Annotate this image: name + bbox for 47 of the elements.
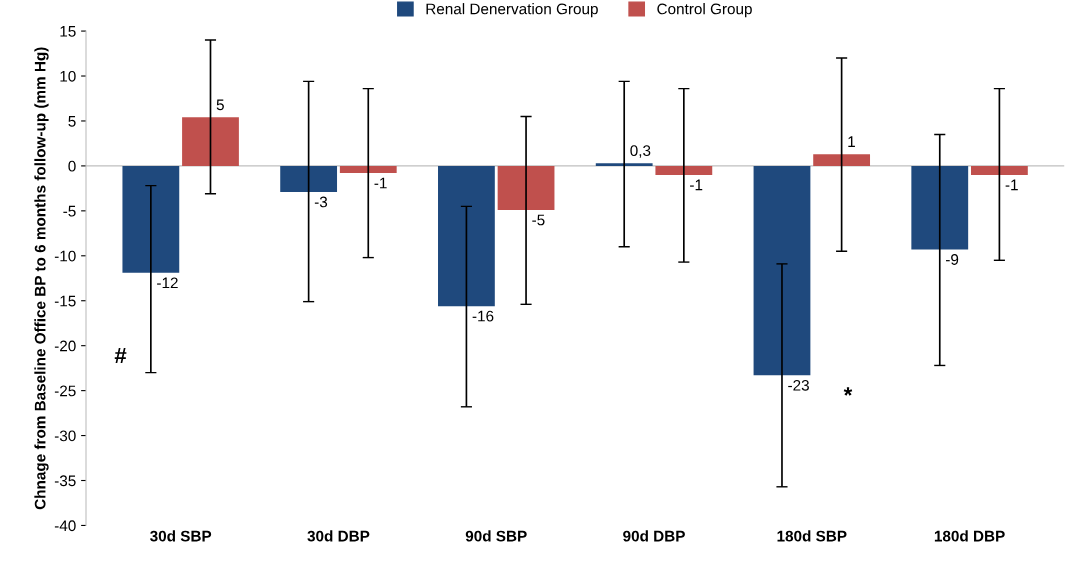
data-label: -9 — [945, 254, 959, 265]
bar — [753, 165, 811, 376]
data-label: -3 — [314, 196, 328, 208]
data-label: 5 — [216, 99, 224, 111]
y-tick-label: -10 — [54, 250, 76, 262]
bar — [971, 165, 1028, 175]
y-tick-label: -5 — [63, 205, 76, 217]
bar — [911, 165, 969, 250]
bar — [182, 117, 239, 166]
data-label: 0,3 — [630, 145, 651, 158]
y-tick-label: -25 — [54, 385, 76, 397]
x-tick-label: 90d SBP — [465, 530, 527, 542]
bar — [280, 165, 338, 192]
y-tick-label: 5 — [68, 115, 76, 127]
data-label: -1 — [1005, 179, 1018, 191]
legend-label: Control Group — [657, 3, 752, 18]
data-label: 1 — [848, 136, 855, 147]
y-tick-label: -30 — [54, 430, 76, 442]
y-tick-label: 10 — [60, 70, 76, 82]
data-label: -12 — [157, 277, 178, 289]
x-tick-label: 180d DBP — [934, 530, 1005, 542]
bar — [438, 165, 495, 307]
data-label: -1 — [690, 179, 703, 191]
bar — [497, 165, 555, 210]
bar — [339, 165, 397, 174]
bar — [122, 165, 180, 273]
data-label: -1 — [374, 177, 387, 189]
annotation: * — [843, 387, 853, 396]
data-label: -23 — [788, 379, 809, 391]
y-tick-label: -15 — [54, 295, 76, 307]
data-label: -16 — [472, 310, 494, 322]
bar — [595, 163, 653, 166]
x-tick-label: 180d SBP — [777, 530, 847, 542]
x-tick-label: 30d SBP — [150, 530, 212, 542]
x-tick-label: 30d DBP — [307, 530, 370, 542]
data-label: -5 — [532, 214, 545, 226]
annotation: # — [114, 347, 127, 364]
bar — [655, 165, 713, 175]
y-tick-label: 0 — [68, 160, 76, 172]
y-tick-label: -20 — [54, 340, 76, 352]
x-tick-label: 90d DBP — [623, 530, 685, 542]
y-tick-label: -35 — [54, 475, 76, 487]
y-axis-title: Chnage from Baseline Office BP to 6 months follow-up (mm Hg) — [34, 47, 49, 510]
y-tick-label: 15 — [60, 26, 76, 37]
legend-label: Renal Denervation Group — [426, 3, 598, 18]
y-tick-label: -40 — [54, 520, 76, 532]
bar — [813, 154, 871, 166]
